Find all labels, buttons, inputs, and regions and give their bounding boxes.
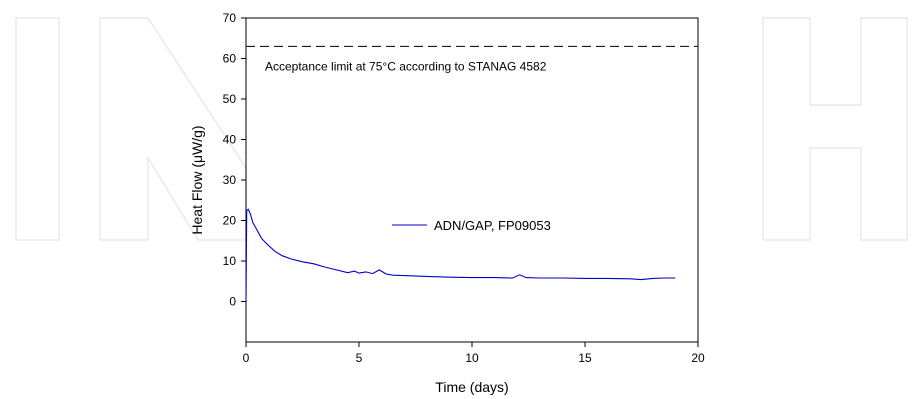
x-tick-label: 10 [465,351,479,365]
y-tick-label: 70 [223,11,237,25]
watermark-letter-i [15,17,60,241]
y-tick-label: 0 [229,295,236,309]
x-axis-title: Time (days) [435,379,508,395]
acceptance-limit-label: Acceptance limit at 75°C according to ST… [265,59,547,73]
y-tick-label: 40 [223,133,237,147]
x-tick-label: 15 [578,351,592,365]
y-tick-label: 60 [223,52,237,66]
y-tick-label: 50 [223,92,237,106]
watermark [15,17,908,241]
x-tick-label: 0 [243,351,250,365]
y-tick-label: 30 [223,173,237,187]
y-axis-title: Heat Flow (μW/g) [189,125,205,234]
x-tick-label: 20 [691,351,705,365]
y-tick-label: 20 [223,214,237,228]
watermark-letter-h [762,17,908,241]
legend-label: ADN/GAP, FP09053 [434,218,551,233]
x-tick-label: 5 [356,351,363,365]
y-tick-label: 10 [223,254,237,268]
series-line-adn-gap [245,208,676,302]
x-axis: 0 5 10 15 20 [243,342,705,365]
y-axis: 0 10 20 30 40 50 60 70 [223,11,246,309]
legend: ADN/GAP, FP09053 [392,218,551,233]
